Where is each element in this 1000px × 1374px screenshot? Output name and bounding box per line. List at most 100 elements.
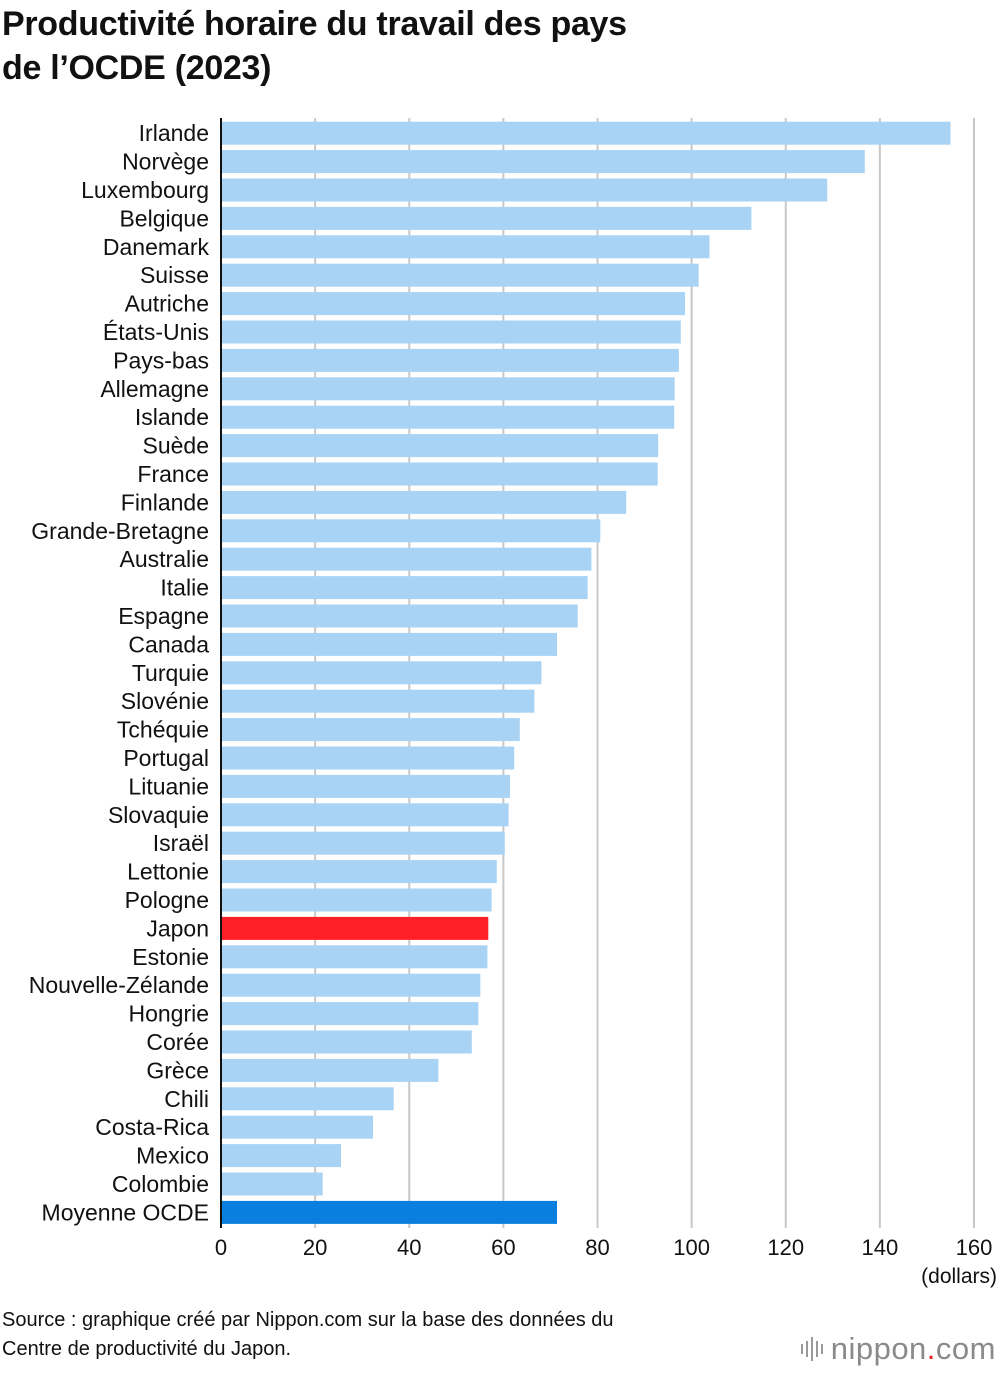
bar (221, 490, 627, 514)
bar (221, 718, 520, 742)
bar (221, 1087, 394, 1111)
category-label: Pologne (125, 887, 209, 913)
bar (221, 774, 510, 798)
category-label: Lituanie (128, 773, 209, 799)
category-label: Colombie (112, 1171, 209, 1197)
category-label: Hongrie (128, 1001, 209, 1027)
category-label: Slovaquie (108, 802, 209, 828)
chart-title: Productivité horaire du travail des pays… (2, 2, 902, 90)
logo-name: nippon (830, 1331, 927, 1366)
x-tick-label: 60 (491, 1235, 515, 1260)
x-axis-label: (dollars) (921, 1265, 997, 1288)
category-label: Israël (153, 830, 209, 856)
category-label: Autriche (125, 291, 209, 317)
logo-tld: com (935, 1331, 996, 1366)
bar (221, 746, 515, 770)
category-label: Japon (146, 915, 209, 941)
category-label: Espagne (118, 603, 209, 629)
bar (221, 547, 592, 571)
category-label: Italie (160, 575, 209, 601)
bar (221, 576, 588, 600)
bar (221, 292, 685, 316)
bars (221, 121, 951, 1224)
category-label: Allemagne (100, 376, 209, 402)
category-label: Norvège (122, 149, 209, 175)
category-label: Costa-Rica (95, 1114, 209, 1140)
soundwave-icon (800, 1337, 823, 1361)
bar (221, 604, 578, 628)
category-label: Turquie (132, 660, 209, 686)
category-label: Pays-bas (113, 347, 209, 373)
bar (221, 888, 492, 912)
category-label: Australie (120, 546, 209, 572)
bar (221, 121, 951, 145)
category-label: France (137, 461, 209, 487)
bar (221, 1172, 323, 1196)
bar (221, 1002, 479, 1026)
x-tick-label: 20 (303, 1235, 327, 1260)
category-label: Luxembourg (81, 177, 209, 203)
category-label: Danemark (103, 234, 210, 260)
x-tick-label: 120 (767, 1235, 804, 1260)
category-label: Suisse (140, 262, 209, 288)
category-label: Belgique (119, 205, 209, 231)
logo-dot: . (926, 1331, 936, 1366)
category-label: États-Unis (103, 319, 209, 345)
bar (221, 661, 542, 685)
category-label: Islande (135, 404, 209, 430)
bar (221, 632, 557, 656)
source-note: Source : graphique créé par Nippon.com s… (2, 1306, 802, 1364)
x-tick-label: 0 (215, 1235, 227, 1260)
category-label: Moyenne OCDE (42, 1199, 209, 1225)
bar (221, 405, 675, 429)
category-label: Finlande (121, 489, 209, 515)
bar (221, 519, 601, 543)
bar (221, 377, 675, 401)
category-label: Corée (146, 1029, 209, 1055)
nippon-logo: nippon.com (800, 1329, 996, 1369)
x-tick-labels: 0 20 40 60 80 100 120 140 160 (215, 1235, 992, 1260)
category-label: Lettonie (127, 859, 209, 885)
category-label: Nouvelle-Zélande (29, 972, 209, 998)
bar (221, 235, 710, 259)
bar (221, 1200, 557, 1224)
category-label: Grèce (146, 1057, 209, 1083)
bar (221, 462, 658, 486)
bar (221, 348, 679, 372)
bar (221, 150, 865, 174)
x-tick-label: 140 (862, 1235, 899, 1260)
bar (221, 689, 535, 713)
source-line-1: Source : graphique créé par Nippon.com s… (2, 1309, 614, 1331)
category-label: Tchéquie (117, 717, 209, 743)
category-label: Suède (142, 433, 209, 459)
category-label: Grande-Bretagne (31, 518, 209, 544)
bar (221, 1058, 439, 1082)
category-label: Portugal (123, 745, 209, 771)
category-label: Mexico (136, 1143, 209, 1169)
bar (221, 803, 509, 827)
bar (221, 263, 699, 287)
bar (221, 945, 488, 969)
x-tick-label: 160 (956, 1235, 993, 1260)
bar (221, 831, 505, 855)
bar (221, 320, 681, 344)
bar (221, 1115, 373, 1139)
bar (221, 434, 659, 458)
category-label: Slovénie (121, 688, 209, 714)
category-label: Canada (128, 631, 209, 657)
bar (221, 916, 489, 940)
x-tick-label: 100 (673, 1235, 710, 1260)
category-label: Chili (164, 1086, 209, 1112)
bar (221, 178, 828, 202)
x-tick-label: 80 (585, 1235, 609, 1260)
bar (221, 1144, 341, 1168)
source-line-2: Centre de productivité du Japon. (2, 1338, 292, 1360)
chart-title-line-1: Productivité horaire du travail des pays (2, 5, 627, 43)
logo-text: nippon.com (831, 1331, 996, 1367)
category-label: Estonie (132, 944, 209, 970)
x-tick-label: 40 (397, 1235, 421, 1260)
category-label: Irlande (139, 120, 209, 146)
chart-title-line-2: de l’OCDE (2023) (2, 49, 272, 87)
